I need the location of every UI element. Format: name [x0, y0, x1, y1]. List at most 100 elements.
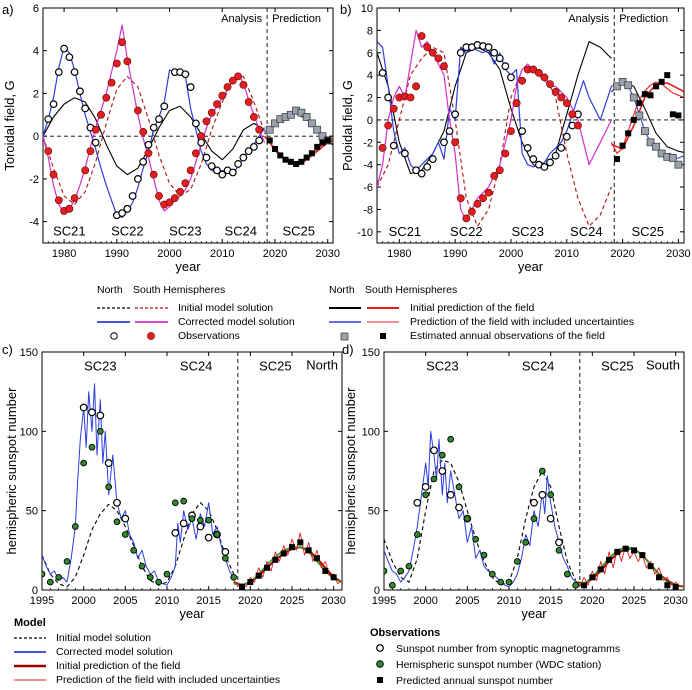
plot-area-b [377, 29, 684, 227]
marker-south-predicted-annual [303, 154, 310, 161]
y-tick-label: -2 [363, 137, 373, 149]
marker-north-observations [540, 163, 549, 171]
marker-predicted-annual-sunspot-number [614, 548, 621, 555]
y-axis-label: Toroidal field, G [2, 80, 17, 170]
marker-south-observations [250, 113, 258, 121]
marker-north-observations [518, 127, 527, 135]
marker-south-observations [81, 166, 90, 175]
legend-predicted-annual-label: Predicted annual sunspot number [396, 675, 554, 687]
marker-hemispheric-sunspot-number-wdc-station- [171, 499, 179, 507]
marker-north-observations [250, 142, 258, 151]
marker-south-observations [456, 194, 465, 203]
marker-hemispheric-sunspot-number-wdc-station- [213, 531, 221, 538]
y-tick-label: -10 [357, 227, 373, 239]
marker-south-observations [473, 199, 482, 208]
marker-north-observations [417, 169, 426, 178]
marker-predicted-annual-sunspot-number [664, 582, 671, 589]
legend-predicted-annual-marker [377, 677, 383, 683]
marker-predicted-annual-sunspot-number [289, 544, 295, 551]
marker-south-predicted-annual [266, 137, 273, 144]
panel-label-d: d) [342, 342, 354, 357]
marker-south-observations [546, 80, 554, 88]
marker-north-observations [501, 62, 510, 71]
legend-model-corrected-label: Corrected model solution [56, 646, 173, 658]
cycle-label: SC24 [180, 358, 213, 373]
marker-north-observations [378, 69, 387, 77]
series-line-south-corrected-model [43, 24, 266, 214]
y-tick-label: 6 [367, 48, 373, 60]
marker-south-observations [507, 127, 515, 135]
cycle-label: SC23 [511, 224, 544, 239]
marker-south-predicted-annual [647, 92, 654, 99]
plot-area-c [42, 383, 342, 590]
x-tick-label: 1980 [52, 248, 76, 260]
legend-magnetogram-marker [376, 644, 384, 652]
cycle-label: SC22 [111, 223, 144, 238]
marker-north-observations [118, 209, 126, 217]
marker-hemispheric-sunspot-number-wdc-station- [497, 578, 505, 586]
y-tick-label: 50 [368, 506, 380, 518]
marker-hemispheric-sunspot-number-wdc-station- [71, 523, 79, 530]
marker-predicted-annual-sunspot-number [631, 547, 637, 554]
marker-north-observations [49, 100, 58, 109]
marker-predicted-annual-sunspot-number [581, 582, 587, 589]
y-tick-label: -2 [29, 174, 39, 186]
marker-predicted-annual-sunspot-number [280, 550, 287, 557]
marker-south-observations [434, 54, 443, 63]
legend-corrected-model-label: Corrected model solution [178, 316, 295, 328]
marker-south-observations [91, 125, 100, 134]
series-line-south-initial-model [377, 46, 612, 227]
marker-north-observations [128, 192, 137, 200]
marker-north-observations [202, 153, 211, 162]
marker-north-observations [239, 153, 248, 162]
y-tick-label: 8 [367, 25, 373, 37]
plot-frame-a [42, 7, 334, 244]
marker-hemispheric-sunspot-number-wdc-station- [96, 427, 104, 435]
marker-south-predicted-annual [614, 156, 621, 163]
marker-north-estimated-annual [302, 113, 311, 121]
y-axis-label: hemispheric sunspot number [4, 387, 19, 555]
series-line-north-initial-model [43, 97, 265, 176]
x-tick-label: 2005 [455, 595, 479, 607]
marker-hemispheric-sunspot-number-wdc-station- [130, 546, 138, 554]
y-tick-label: 10 [361, 3, 373, 15]
y-tick-label: 150 [20, 347, 38, 359]
cycle-label: SC23 [426, 358, 459, 373]
marker-south-observations [534, 69, 543, 77]
marker-hemispheric-sunspot-number-wdc-station- [538, 467, 546, 475]
marker-south-observations [540, 73, 549, 82]
marker-hemispheric-sunspot-number-wdc-station- [163, 570, 171, 578]
marker-south-predicted-annual [287, 158, 294, 165]
x-tick-label: 2000 [157, 248, 181, 260]
marker-north-estimated-annual [629, 93, 638, 102]
marker-north-estimated-annual [297, 108, 306, 117]
marker-south-observations [239, 81, 248, 89]
marker-hemispheric-sunspot-number-wdc-station- [180, 497, 188, 505]
y-tick-label: 4 [33, 46, 39, 58]
marker-predicted-annual-sunspot-number [656, 574, 662, 581]
marker-south-observations [197, 132, 206, 141]
x-tick-label: 2020 [238, 595, 262, 607]
marker-hemispheric-sunspot-number-wdc-station- [522, 539, 530, 546]
marker-north-observations [197, 138, 206, 147]
marker-hemispheric-sunspot-number-wdc-station- [422, 491, 430, 499]
x-axis-label: year [521, 606, 547, 621]
marker-south-observations [144, 149, 153, 158]
marker-north-observations [456, 48, 465, 57]
marker-hemispheric-sunspot-number-wdc-station- [155, 578, 163, 586]
marker-north-observations [155, 115, 163, 123]
y-tick-label: 2 [33, 88, 39, 100]
series-line-prediction-of-the-field-with-included-uncertainties [575, 545, 684, 588]
marker-predicted-annual-sunspot-number [330, 574, 337, 581]
marker-sunspot-number-from-synoptic-magnetogramms [96, 411, 105, 420]
legend-initial-model-label: Initial model solution [178, 302, 273, 314]
legend-top-right-south-header: South Hemispheres [365, 284, 457, 296]
marker-sunspot-number-from-synoptic-magnetogramms [171, 528, 180, 537]
y-tick-label: -8 [363, 204, 373, 216]
marker-south-predicted-annual [277, 152, 284, 159]
marker-south-observations [255, 125, 264, 134]
marker-north-observations [160, 102, 169, 111]
marker-sunspot-number-from-synoptic-magnetogramms [421, 482, 430, 491]
marker-north-estimated-annual [668, 154, 677, 162]
x-tick-label: 2020 [263, 248, 287, 260]
